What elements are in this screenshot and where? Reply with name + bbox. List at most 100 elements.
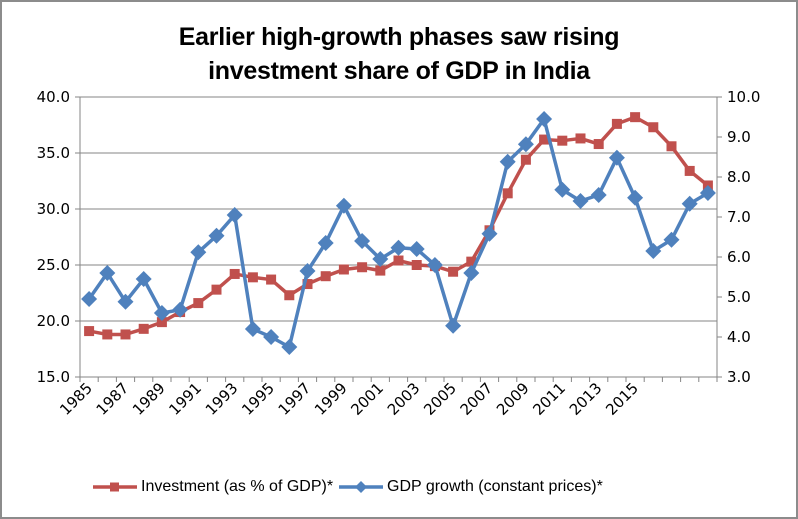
x-axis-tick-label: 1993 [202,379,242,419]
x-axis-tick-label: 2005 [420,379,460,419]
data-point-square [229,268,240,279]
legend-label-investment: Investment (as % of GDP)* [141,478,334,495]
x-axis-tick-label: 2015 [602,379,642,419]
x-axis-tick-label: 1989 [129,379,169,419]
legend-item-investment[interactable]: Investment (as % of GDP)* [92,475,333,499]
left-axis-tick-label: 30.0 [37,200,70,218]
data-point-square [557,135,568,146]
left-axis-tick-label: 35.0 [37,144,70,162]
x-axis-tick-label: 2007 [457,379,497,419]
data-point-square [247,272,258,283]
data-point-square [284,290,295,301]
data-point-square [630,112,641,123]
series-gdp-growth [81,111,716,355]
data-point-diamond [208,227,225,244]
data-point-square [575,133,586,144]
right-axis-tick-label: 5.0 [727,288,751,306]
x-axis-tick-label: 1995 [238,379,278,419]
data-point-diamond [408,241,425,257]
data-point-square [193,298,204,309]
axes [75,96,722,382]
right-axis-tick-label: 7.0 [727,208,751,226]
data-point-diamond [335,197,352,214]
left-axis-tick-label: 15.0 [37,368,70,386]
data-point-diamond [481,225,498,242]
data-point-diamond [627,189,644,206]
data-point-diamond [263,329,280,345]
data-point-square [411,260,422,270]
data-point-diamond [244,321,261,337]
legend-label-gdp-growth: GDP growth (constant prices)* [387,478,603,495]
legend-diamond-marker-icon [339,481,383,493]
data-point-diamond [590,187,607,203]
data-point-diamond [81,291,98,307]
data-point-square [320,271,331,282]
data-point-square [156,317,167,328]
data-point-diamond [354,233,371,249]
data-point-square [393,255,404,266]
data-point-square [211,284,222,295]
x-axis-tick-label: 2003 [384,379,424,419]
chart-title-line-2: investment share of GDP in India [208,57,590,85]
data-point-square [666,141,677,152]
legend-square-marker-icon [93,482,137,492]
right-axis-tick-label: 10.0 [727,88,760,106]
data-point-diamond [445,317,462,334]
data-point-square [102,329,113,340]
data-point-diamond [663,231,680,248]
right-axis-tick-label: 6.0 [727,248,751,266]
data-point-diamond [499,153,516,170]
data-point-square [593,139,604,150]
data-point-square [502,188,513,199]
data-point-diamond [190,244,207,261]
data-point-square [539,134,550,145]
chart-title-line-1: Earlier high-growth phases saw rising [178,23,620,51]
data-point-diamond [117,293,134,310]
data-point-diamond [135,271,152,287]
x-axis-tick-label: 2001 [347,379,387,419]
data-point-diamond [608,149,625,166]
data-point-diamond [153,305,170,321]
data-point-square [120,329,131,340]
x-axis-tick-label: 2009 [493,379,533,419]
data-point-square [466,256,477,267]
right-axis-tick-label: 4.0 [727,328,751,346]
data-point-square [684,165,695,176]
data-point-square [357,262,368,273]
data-point-diamond [299,263,316,279]
data-point-square [611,118,622,129]
data-point-diamond [645,243,662,259]
x-axis-tick-label: 2013 [566,379,606,419]
data-point-diamond [572,193,589,209]
data-point-square [84,326,95,337]
data-point-diamond [426,257,443,273]
x-axis-tick-label: 1997 [275,379,315,419]
x-axis-tick-label: 1999 [311,379,351,419]
x-axis-tick-label: 1991 [165,379,205,419]
data-point-square [448,266,459,277]
data-point-diamond [517,136,534,153]
data-point-square [375,265,386,276]
series [81,111,716,355]
data-point-diamond [554,181,571,198]
data-point-square [266,274,277,285]
legend-item-gdp-growth[interactable]: GDP growth (constant prices)* [338,475,603,499]
right-axis-tick-label: 8.0 [727,168,751,186]
x-axis-tick-label: 1987 [93,379,133,419]
data-point-diamond [281,339,298,355]
data-point-diamond [463,265,480,281]
data-point-diamond [699,185,716,201]
data-point-diamond [372,251,389,267]
data-point-square [338,264,349,275]
chart-title: Earlier high-growth phases saw rising in… [0,20,798,88]
legend: Investment (as % of GDP)* GDP growth (co… [0,475,798,499]
data-point-diamond [226,207,243,223]
data-point-diamond [317,235,334,251]
left-axis-tick-label: 40.0 [37,88,70,106]
data-point-diamond [536,111,553,127]
data-point-square [648,122,659,133]
data-point-square [302,279,313,290]
data-point-diamond [390,239,407,256]
data-point-square [520,154,531,165]
